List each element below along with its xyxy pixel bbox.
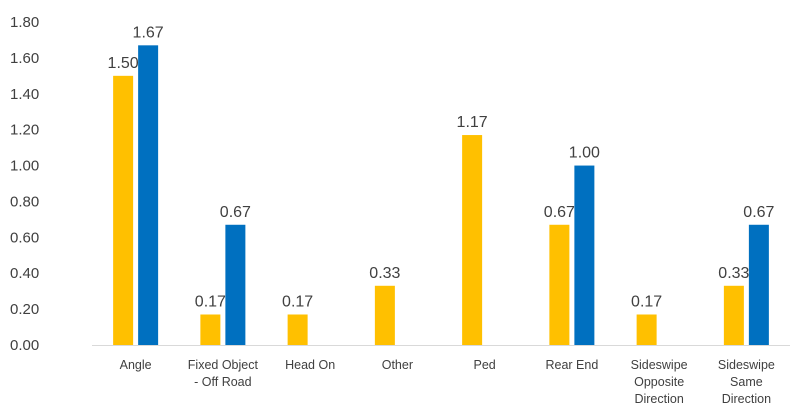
data-label: 0.67 [220,204,251,221]
x-tick-label: Head On [285,358,335,372]
x-tick-label: Other [382,358,413,372]
bars [113,45,769,345]
data-label: 0.67 [544,204,575,221]
data-label: 0.67 [743,204,774,221]
y-tick-label: 0.80 [10,193,39,210]
x-tick-label: Sideswipe Same Direction [718,358,775,406]
data-label: 0.33 [369,265,400,282]
data-label: 0.17 [195,293,226,310]
y-tick-label: 1.60 [10,50,39,67]
bar-series-1 [287,314,308,345]
data-label: 1.17 [457,114,488,131]
bar-series-2 [225,224,246,345]
bar-series-1 [723,285,744,345]
y-tick-label: 0.20 [10,301,39,318]
data-label: 1.67 [133,24,164,41]
data-label: 1.50 [108,55,139,72]
bar-series-2 [748,224,769,345]
y-tick-label: 1.40 [10,86,39,103]
bar-series-2 [138,45,159,345]
y-tick-label: 1.00 [10,158,39,175]
data-label: 1.00 [569,145,600,162]
bar-series-1 [374,285,395,345]
bar-series-2 [574,165,595,345]
bar-series-1 [200,314,221,345]
x-tick-label: Angle [120,358,152,372]
data-label: 0.33 [718,265,749,282]
y-tick-label: 1.20 [10,122,39,139]
x-axis: Angle Fixed Object - Off Road Head On Other P… [120,358,775,406]
y-tick-label: 1.80 [10,14,39,31]
x-tick-label: Fixed Object - Off Road [188,358,259,389]
x-tick-label: Ped [474,358,496,372]
x-tick-label: Rear End [545,358,598,372]
y-tick-label: 0.60 [10,229,39,246]
data-labels: 1.50 1.67 0.17 0.67 0.17 0.33 1.17 0.67 1.00 0.17… [108,24,775,310]
bar-series-1 [549,224,570,345]
y-tick-label: 0.40 [10,265,39,282]
bar-series-1 [462,135,483,345]
data-label: 0.17 [282,293,313,310]
y-tick-label: 0.00 [10,337,39,354]
data-label: 0.17 [631,293,662,310]
x-tick-label: Sideswipe Opposite Direction [631,358,688,406]
bar-series-1 [113,75,134,345]
y-axis: 0.00 0.20 0.40 0.60 0.80 1.00 1.20 1.40 1.60 1.80 [10,14,39,354]
bar-series-1 [636,314,657,345]
